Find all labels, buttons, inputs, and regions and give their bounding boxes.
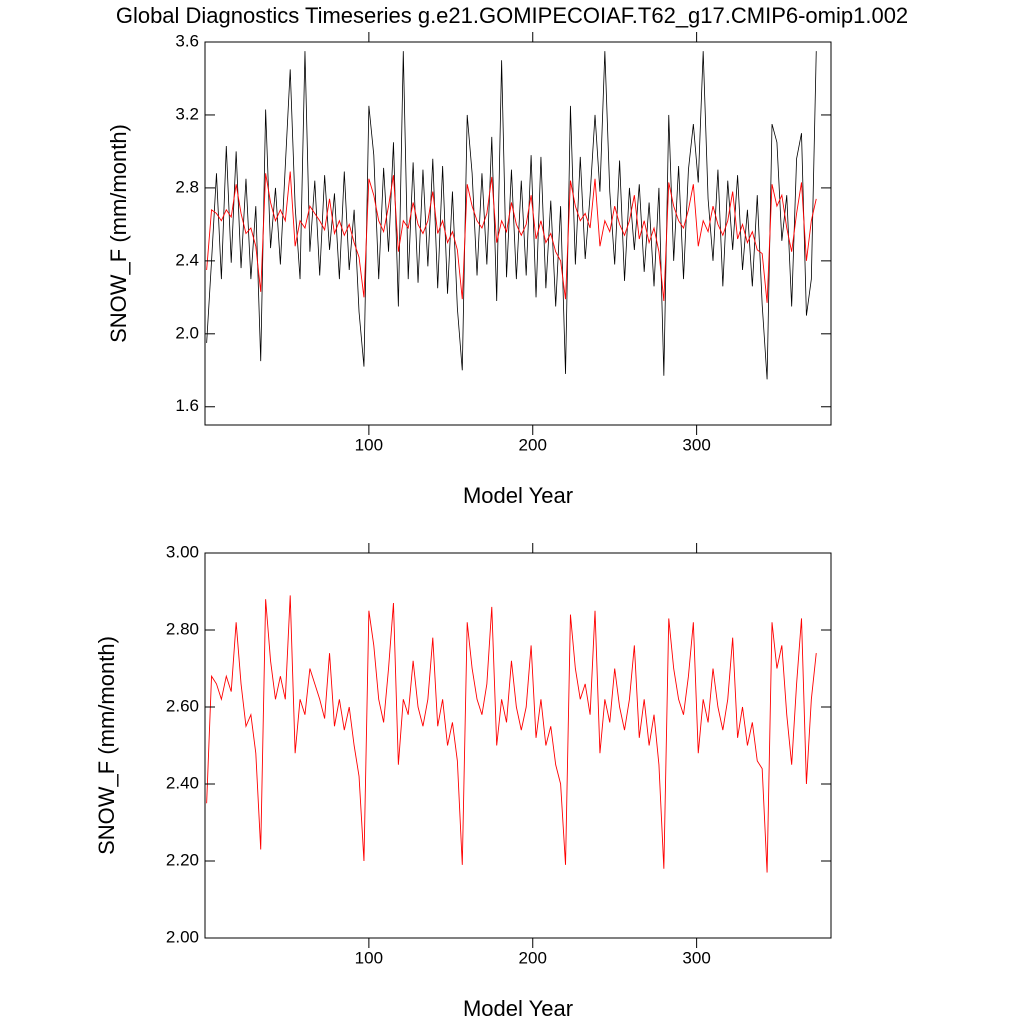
x-axis-label: Model Year <box>463 483 573 508</box>
y-tick-label: 2.20 <box>166 850 199 869</box>
y-tick-label: 2.60 <box>166 696 199 715</box>
y-tick-label: 2.8 <box>175 177 199 196</box>
y-tick-label: 3.00 <box>166 542 199 561</box>
y-axis-label: SNOW_F (mm/month) <box>106 124 131 343</box>
x-tick-label: 100 <box>355 948 383 967</box>
data-line <box>206 595 817 873</box>
x-axis-label: Model Year <box>463 996 573 1021</box>
x-tick-label: 300 <box>682 948 710 967</box>
y-tick-label: 2.0 <box>175 323 199 342</box>
plot-frame <box>204 41 832 426</box>
y-tick-label: 2.40 <box>166 773 199 792</box>
y-axis-label: SNOW_F (mm/month) <box>94 636 119 855</box>
data-line <box>206 51 817 380</box>
plot-frame <box>204 552 832 939</box>
y-tick-label: 3.6 <box>175 31 199 50</box>
y-tick-label: 2.4 <box>175 250 199 269</box>
figure-title: Global Diagnostics Timeseries g.e21.GOMI… <box>116 3 908 28</box>
y-tick-label: 3.2 <box>175 104 199 123</box>
y-tick-label: 1.6 <box>175 396 199 415</box>
x-tick-label: 200 <box>519 948 547 967</box>
x-tick-label: 300 <box>682 435 710 454</box>
data-line <box>206 171 817 303</box>
y-tick-label: 2.80 <box>166 619 199 638</box>
y-tick-label: 2.00 <box>166 927 199 946</box>
x-tick-label: 200 <box>519 435 547 454</box>
x-tick-label: 100 <box>355 435 383 454</box>
